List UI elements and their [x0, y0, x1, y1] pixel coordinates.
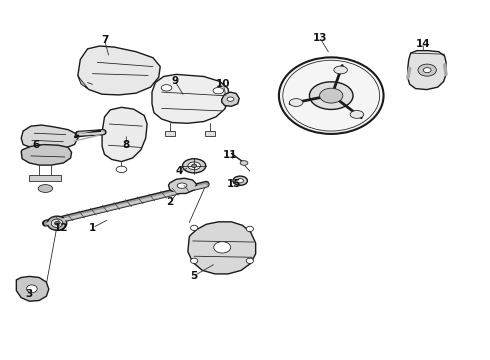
Text: 12: 12 [54, 223, 68, 233]
Ellipse shape [227, 97, 234, 101]
Ellipse shape [290, 99, 303, 107]
Ellipse shape [240, 161, 248, 165]
Ellipse shape [214, 242, 231, 253]
Text: 9: 9 [171, 76, 178, 86]
Polygon shape [78, 46, 160, 95]
Polygon shape [102, 107, 147, 162]
Ellipse shape [418, 64, 437, 76]
Polygon shape [408, 51, 446, 90]
Text: 14: 14 [416, 39, 431, 49]
Ellipse shape [116, 166, 127, 172]
Polygon shape [16, 276, 49, 301]
Ellipse shape [161, 85, 172, 91]
Ellipse shape [246, 258, 253, 264]
Ellipse shape [188, 162, 200, 170]
Text: 15: 15 [227, 179, 242, 189]
Text: 3: 3 [26, 289, 33, 299]
Ellipse shape [334, 66, 347, 74]
Ellipse shape [213, 87, 223, 94]
Ellipse shape [48, 216, 67, 230]
Ellipse shape [191, 225, 198, 230]
Polygon shape [78, 76, 88, 88]
Ellipse shape [233, 176, 247, 185]
Text: 1: 1 [89, 223, 96, 233]
Ellipse shape [423, 68, 431, 73]
Ellipse shape [309, 82, 353, 109]
Text: 13: 13 [313, 33, 327, 43]
Text: 2: 2 [166, 197, 173, 207]
Ellipse shape [182, 159, 206, 173]
Ellipse shape [26, 285, 37, 293]
Ellipse shape [51, 219, 63, 228]
Ellipse shape [192, 164, 196, 168]
Text: 4: 4 [176, 166, 183, 176]
Ellipse shape [319, 88, 343, 103]
Text: 11: 11 [223, 150, 238, 160]
Polygon shape [169, 178, 196, 193]
Polygon shape [21, 145, 72, 165]
Ellipse shape [38, 185, 53, 192]
Text: 6: 6 [32, 140, 39, 149]
Polygon shape [21, 125, 78, 150]
Text: 7: 7 [101, 35, 108, 45]
Text: 10: 10 [216, 79, 230, 89]
Text: 5: 5 [191, 271, 198, 281]
Text: 8: 8 [122, 140, 130, 149]
Ellipse shape [350, 111, 364, 118]
Polygon shape [222, 92, 239, 106]
Ellipse shape [191, 258, 198, 264]
Ellipse shape [177, 183, 187, 188]
Ellipse shape [279, 57, 384, 134]
Ellipse shape [237, 179, 244, 183]
Polygon shape [188, 222, 256, 274]
Polygon shape [152, 75, 229, 123]
Ellipse shape [246, 226, 253, 231]
Polygon shape [165, 131, 175, 136]
Polygon shape [29, 175, 61, 181]
Polygon shape [205, 131, 215, 136]
Ellipse shape [54, 221, 59, 225]
